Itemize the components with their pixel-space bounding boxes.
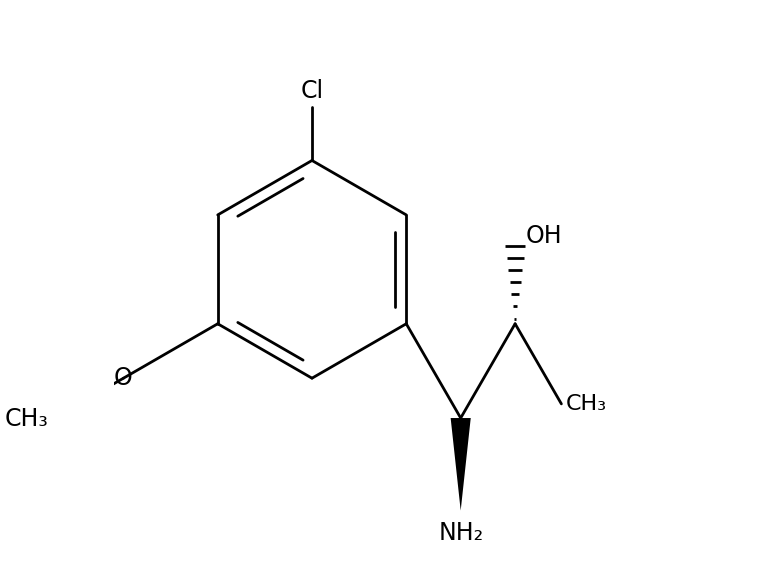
Text: CH₃: CH₃ [5,407,48,431]
Text: OH: OH [525,224,562,248]
Polygon shape [451,418,471,511]
Text: CH₃: CH₃ [566,394,607,414]
Text: O: O [114,366,133,390]
Text: NH₂: NH₂ [438,521,483,545]
Text: Cl: Cl [300,79,324,103]
